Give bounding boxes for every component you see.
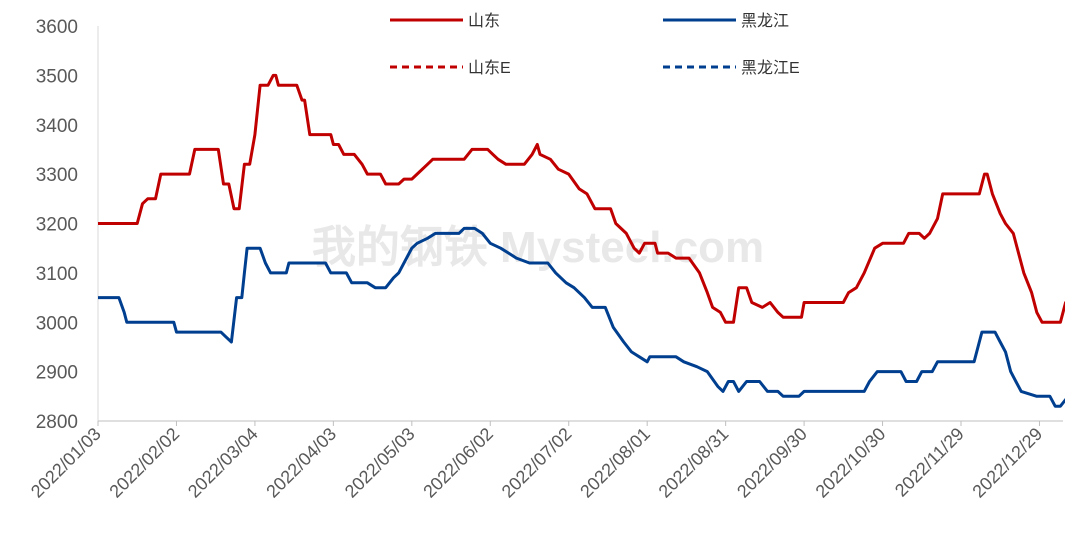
x-tick-label: 2022/11/29 bbox=[891, 424, 968, 501]
x-tick-label: 2022/05/03 bbox=[341, 424, 419, 502]
x-tick-label: 2022/08/01 bbox=[576, 424, 654, 502]
y-tick-label: 3500 bbox=[36, 66, 78, 87]
y-tick-label: 2900 bbox=[36, 363, 78, 384]
x-tick-label: 2022/02/02 bbox=[105, 424, 183, 502]
x-tick-label: 2022/01/03 bbox=[27, 424, 105, 502]
x-tick-label: 2022/12/29 bbox=[968, 424, 1046, 502]
y-axis: 2800 2900 3000 3100 3200 3300 3400 3500 3600 bbox=[36, 17, 99, 433]
x-axis: 2022/01/03 2022/02/02 2022/03/04 2022/04/03… bbox=[27, 420, 1063, 502]
y-tick-label: 3200 bbox=[36, 215, 78, 236]
y-tick-label: 2800 bbox=[36, 412, 78, 433]
watermark-text: 我的钢铁 Mysteel.com bbox=[312, 223, 764, 272]
x-tick-label: 2022/08/31 bbox=[655, 424, 733, 502]
y-tick-label: 3300 bbox=[36, 165, 78, 186]
x-tick-label: 2022/10/30 bbox=[812, 424, 890, 502]
x-tick-label: 2022/09/30 bbox=[733, 424, 811, 502]
x-tick-label: 2022/04/03 bbox=[262, 424, 340, 502]
y-tick-label: 3600 bbox=[36, 17, 78, 38]
y-tick-label: 3400 bbox=[36, 116, 78, 137]
series-layer bbox=[98, 73, 1065, 408]
legend-label: 黑龙江E bbox=[741, 59, 800, 77]
legend-label: 黑龙江 bbox=[741, 12, 789, 30]
x-tick-label: 2022/07/02 bbox=[498, 424, 576, 502]
series-line-1 bbox=[98, 226, 1065, 408]
legend-label: 山东 bbox=[468, 12, 500, 30]
y-tick-label: 3000 bbox=[36, 313, 78, 334]
watermark: 我的钢铁 Mysteel.com bbox=[312, 223, 764, 272]
legend-label: 山东E bbox=[468, 59, 511, 77]
x-tick-label: 2022/03/04 bbox=[184, 424, 262, 502]
x-tick-label: 2022/06/02 bbox=[419, 424, 497, 502]
series-line-0 bbox=[98, 73, 1065, 324]
y-tick-label: 3100 bbox=[36, 264, 78, 285]
